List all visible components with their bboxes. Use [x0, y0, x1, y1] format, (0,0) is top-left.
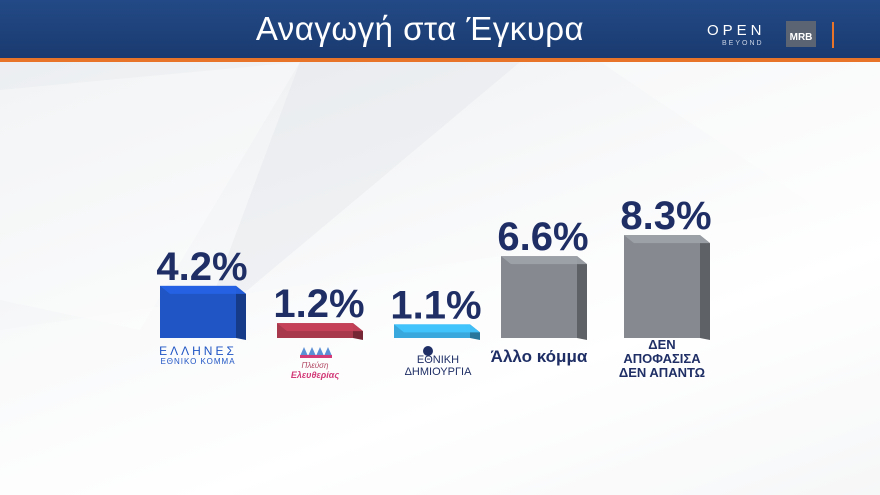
value-label-4: 6.6%: [497, 215, 588, 259]
value-label-5: 8.3%: [620, 194, 711, 238]
category-label-2: Πλεύση Ελευθερίας: [291, 361, 339, 380]
mrb-logo: MRB: [786, 21, 816, 47]
bar-1: [160, 285, 246, 340]
category-label-5: ΔΕΝ ΑΠΟΦΑΣΙΣΑ ΔΕΝ ΑΠΑΝΤΩ: [619, 337, 705, 380]
value-label-1: 4.2%: [156, 245, 247, 289]
bar-5: [624, 235, 710, 340]
open-beyond-label: BEYOND: [722, 40, 764, 47]
bar-2: [277, 323, 363, 340]
header-bar: Αναγωγή στα Έγκυρα OPEN BEYOND MRB: [0, 0, 880, 58]
ethniki-dimiourgia-logo-mark: [423, 346, 433, 356]
plefsi-logo-mark: [300, 347, 332, 358]
page-title: Αναγωγή στα Έγκυρα: [255, 10, 585, 47]
value-label-3: 1.1%: [390, 283, 481, 327]
header-accent-divider: [832, 22, 834, 48]
header-accent-line: [0, 58, 880, 62]
category-label-3: ΕΘΝΙΚΗ ΔΗΜΙΟΥΡΓΙΑ: [405, 354, 473, 378]
open-logo: OPEN: [707, 22, 766, 39]
bar-3: [394, 324, 480, 340]
category-label-4: Άλλο κόμμα: [491, 347, 588, 366]
bar-4: [501, 256, 587, 340]
category-label-1: ΕΛΛΗΝΕΣ ΕΘΝΙΚΟ ΚΟΜΜΑ: [159, 344, 237, 366]
value-label-2: 1.2%: [273, 282, 364, 326]
